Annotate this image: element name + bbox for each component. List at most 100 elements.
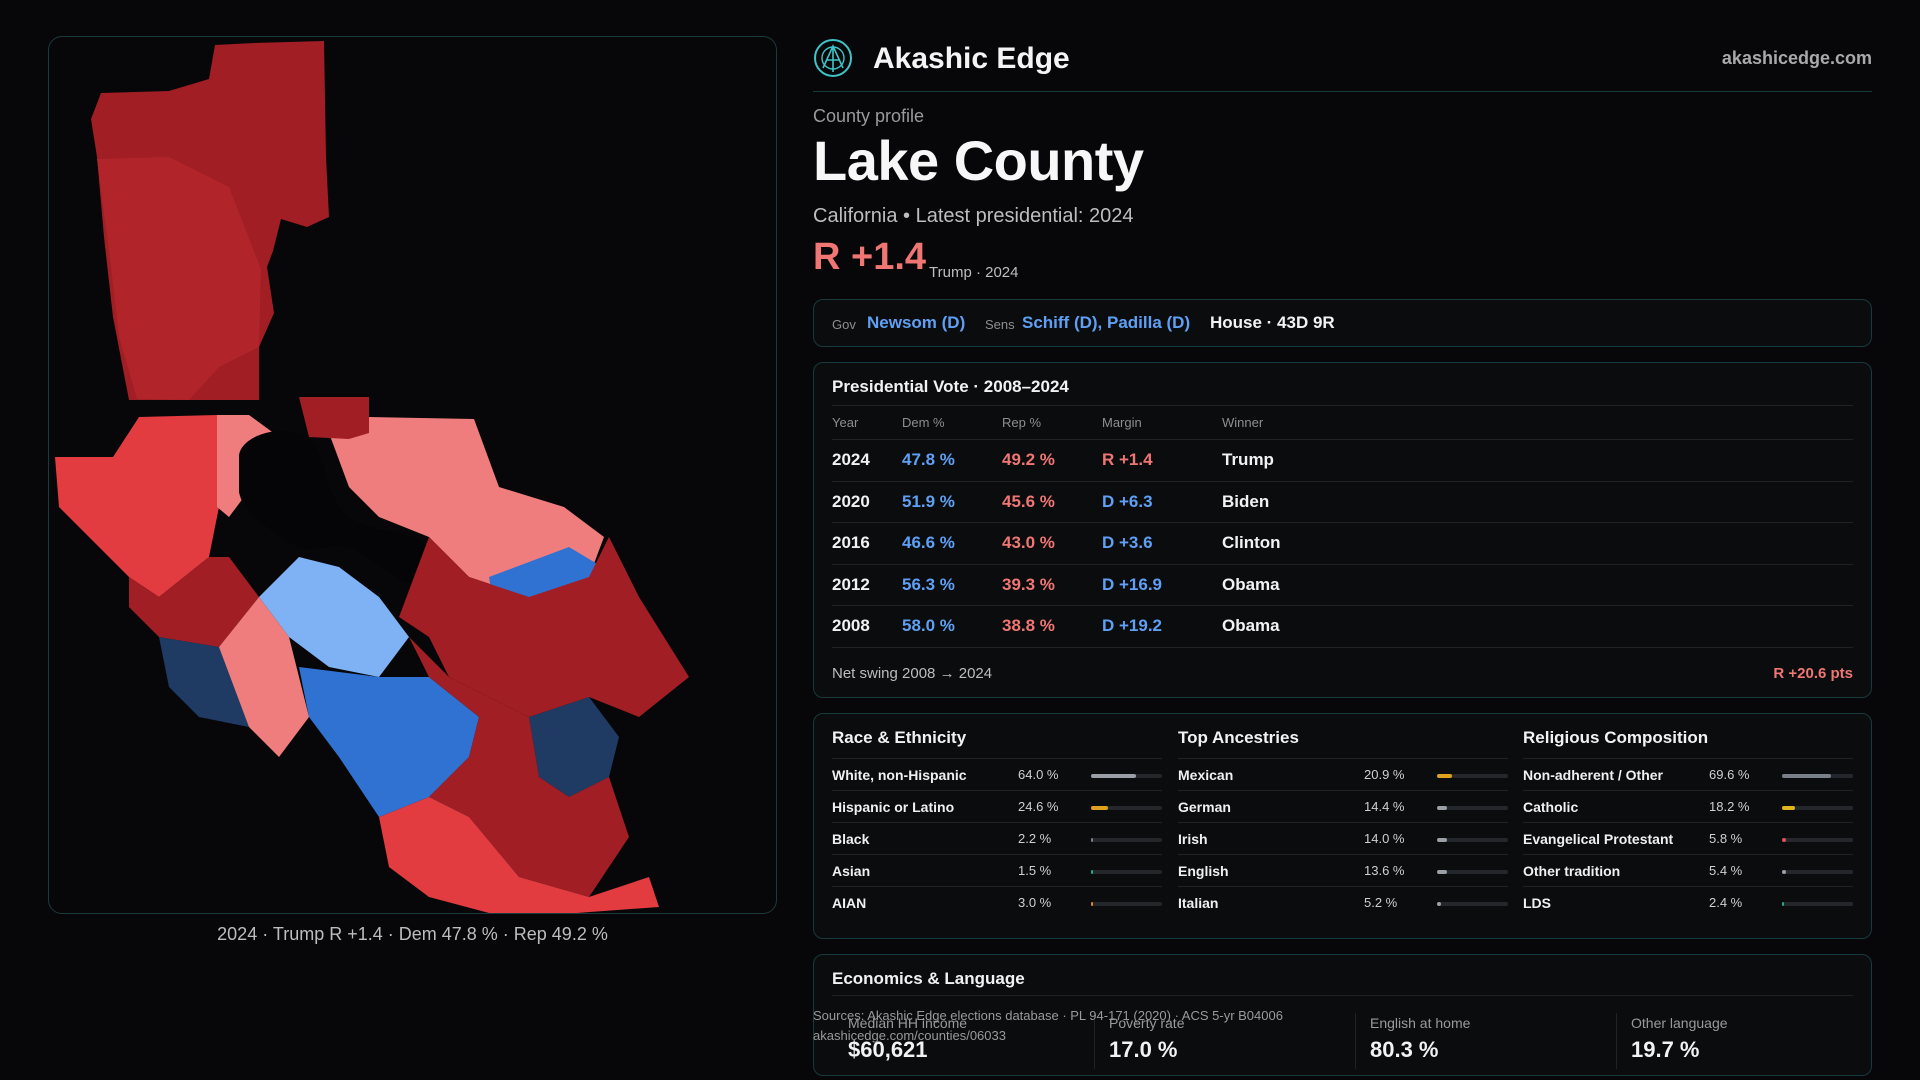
brand-name[interactable]: Akashic Edge xyxy=(873,42,1070,75)
row-margin: D +3.6 xyxy=(1102,522,1222,565)
precinct-map[interactable] xyxy=(48,36,777,914)
net-swing-label: Net swing 2008 → 2024 xyxy=(832,665,993,682)
table-row[interactable]: 2008 58.0 % 38.8 % D +19.2 Obama xyxy=(832,605,1853,648)
economics-title: Economics & Language xyxy=(832,969,1025,988)
sources-line: Sources: Akashic Edge elections database… xyxy=(813,1008,1283,1023)
profile-eyebrow: County profile xyxy=(813,106,925,126)
row-rep: 38.8 % xyxy=(1002,605,1102,648)
source-url-link[interactable]: akashicedge.com/counties/06033 xyxy=(813,1028,1006,1043)
table-row[interactable]: 2012 56.3 % 39.3 % D +16.9 Obama xyxy=(832,564,1853,606)
stat-bar-track xyxy=(1091,774,1162,778)
stat-row: Irish 14.0 % xyxy=(1178,822,1508,854)
stat-bar-fill xyxy=(1437,838,1447,842)
site-link[interactable]: akashicedge.com xyxy=(1721,48,1872,68)
presidential-vote-card: Presidential Vote · 2008–2024 Year Dem %… xyxy=(813,362,1872,698)
economics-divider xyxy=(832,995,1853,996)
table-row[interactable]: 2020 51.9 % 45.6 % D +6.3 Biden xyxy=(832,481,1853,523)
row-rep: 45.6 % xyxy=(1002,481,1102,523)
precinct-ne-red[interactable] xyxy=(299,397,369,439)
stat-label: English at home xyxy=(1370,1015,1471,1031)
app-header: Akashic Edge akashicedge.com xyxy=(813,36,1872,92)
stat-separator xyxy=(1355,1013,1356,1069)
lake xyxy=(239,430,440,587)
stat-row: AIAN 3.0 % xyxy=(832,886,1162,918)
stat-row-label: Evangelical Protestant xyxy=(1523,831,1674,847)
precinct-c-lightblue[interactable] xyxy=(259,557,409,677)
stat-row-label: Asian xyxy=(832,863,871,879)
stat-row: German 14.4 % xyxy=(1178,790,1508,822)
precinct-se-darkblue[interactable] xyxy=(529,697,619,797)
stat-row: Other tradition 5.4 % xyxy=(1523,854,1853,886)
precinct-east-red[interactable] xyxy=(399,537,689,717)
house-delegation: House · 43D 9R xyxy=(1210,313,1335,332)
stat-row-value: 24.6 % xyxy=(1018,799,1059,814)
stat-row-label: Catholic xyxy=(1523,799,1579,815)
stat-separator xyxy=(1094,1013,1095,1069)
precinct-west[interactable] xyxy=(55,415,219,597)
stat-separator xyxy=(1616,1013,1617,1069)
stat-label: Other language xyxy=(1631,1015,1728,1031)
economics-card: Economics & Language Median HH income $6… xyxy=(813,954,1872,1076)
precinct-ne-light[interactable] xyxy=(329,417,604,597)
senators-link[interactable]: Schiff (D), Padilla (D) xyxy=(1022,313,1191,332)
stat-bar-track xyxy=(1782,902,1853,906)
sens-label: Sens xyxy=(985,317,1015,332)
stat-row-label: AIAN xyxy=(832,895,867,911)
row-year: 2020 xyxy=(832,481,902,523)
col-dem: Dem % xyxy=(902,405,1002,440)
stat-bar-fill xyxy=(1437,902,1441,906)
stat-row: Catholic 18.2 % xyxy=(1523,790,1853,822)
row-dem: 47.8 % xyxy=(902,439,1002,482)
row-winner: Obama xyxy=(1222,605,1853,648)
row-margin: R +1.4 xyxy=(1102,439,1222,482)
row-winner: Trump xyxy=(1222,439,1853,482)
precinct-north-b[interactable] xyxy=(97,157,261,400)
stat-row-label: LDS xyxy=(1523,895,1551,911)
stat-bar-fill xyxy=(1437,870,1447,874)
precinct-west-b[interactable] xyxy=(129,557,259,647)
table-row[interactable]: 2024 47.8 % 49.2 % R +1.4 Trump xyxy=(832,439,1853,482)
precinct-s-red[interactable] xyxy=(409,637,629,897)
precinct-sw-light[interactable] xyxy=(219,597,309,757)
stat-value: 80.3 % xyxy=(1370,1037,1439,1062)
stat-median-income: Median HH income $60,621 xyxy=(848,1015,1098,1071)
stat-row-label: Irish xyxy=(1178,831,1208,847)
col-year: Year xyxy=(832,405,902,440)
precinct-c-blue[interactable] xyxy=(299,667,479,817)
stat-bar-fill xyxy=(1437,774,1452,778)
akashic-logo-icon[interactable] xyxy=(813,38,853,78)
stat-row-value: 5.4 % xyxy=(1709,863,1743,878)
stat-bar-fill xyxy=(1437,806,1447,810)
governor-link[interactable]: Newsom (D) xyxy=(867,313,966,332)
stat-bar-fill xyxy=(1782,774,1831,778)
stat-bar-fill xyxy=(1782,870,1786,874)
row-winner: Obama xyxy=(1222,564,1853,606)
page-subtitle: California • Latest presidential: 2024 xyxy=(813,205,1134,227)
religion-column: Religious Composition Non-adherent / Oth… xyxy=(1523,714,1853,940)
stat-row-label: Non-adherent / Other xyxy=(1523,767,1664,783)
table-row[interactable]: 2016 46.6 % 43.0 % D +3.6 Clinton xyxy=(832,522,1853,565)
row-margin: D +16.9 xyxy=(1102,564,1222,606)
stat-bar-track xyxy=(1091,902,1162,906)
row-rep: 43.0 % xyxy=(1002,522,1102,565)
stat-row-label: Black xyxy=(832,831,870,847)
row-dem: 51.9 % xyxy=(902,481,1002,523)
stat-row-value: 5.2 % xyxy=(1364,895,1398,910)
net-swing-value: R +20.6 pts xyxy=(1773,665,1853,682)
row-year: 2008 xyxy=(832,605,902,648)
presidential-table: Year Dem % Rep % Margin Winner 2024 47.8… xyxy=(832,405,1853,648)
presidential-title: Presidential Vote · 2008–2024 xyxy=(832,377,1069,396)
stat-row-value: 14.0 % xyxy=(1364,831,1405,846)
stat-bar-track xyxy=(1782,838,1853,842)
stat-bar-track xyxy=(1091,806,1162,810)
stat-bar-track xyxy=(1437,870,1508,874)
precinct-south-mid[interactable] xyxy=(379,797,659,914)
stat-bar-fill xyxy=(1091,838,1093,842)
stat-bar-fill xyxy=(1782,838,1786,842)
stat-row-label: Italian xyxy=(1178,895,1219,911)
stat-row-label: Mexican xyxy=(1178,767,1234,783)
stat-row: English 13.6 % xyxy=(1178,854,1508,886)
stat-row: Asian 1.5 % xyxy=(832,854,1162,886)
row-margin: D +19.2 xyxy=(1102,605,1222,648)
stat-bar-fill xyxy=(1091,902,1093,906)
